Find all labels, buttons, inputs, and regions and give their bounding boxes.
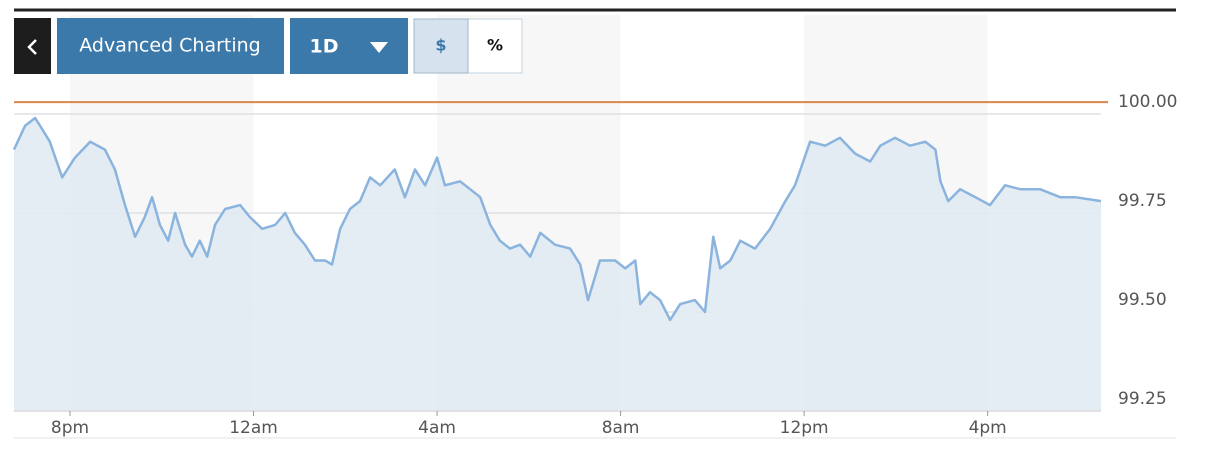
x-tick-label: 8pm — [51, 418, 89, 438]
dollar-label[interactable]: $ — [435, 36, 446, 55]
back-button[interactable] — [14, 18, 51, 74]
range-label[interactable]: 1D — [310, 36, 339, 58]
unit-toggle[interactable]: $ % — [413, 18, 523, 74]
plot-area: 99.25 99.50 99.75 100.00 8pm 12am 4am 8am 12pm 4p… — [12, 15, 1177, 438]
charting-button[interactable]: Advanced Charting — [57, 18, 284, 74]
y-tick-label: 99.75 — [1118, 191, 1167, 211]
dollar-button[interactable] — [413, 18, 469, 74]
back-button-bg[interactable] — [14, 18, 51, 74]
x-tick-label: 12pm — [780, 418, 829, 438]
price-line — [12, 116, 1102, 322]
y-tick-label: 99.25 — [1118, 389, 1167, 409]
x-tick-label: 4pm — [969, 418, 1007, 438]
area — [14, 118, 1101, 411]
back-icon — [27, 39, 37, 55]
y-tick-label: 100.00 — [1118, 92, 1177, 112]
range-dropdown[interactable]: 1D — [290, 18, 408, 74]
x-tick-label: 8am — [602, 418, 640, 438]
x-tick-label: 12am — [229, 418, 278, 438]
range-dropdown-bg[interactable] — [290, 18, 408, 74]
y-tick-label: 99.50 — [1118, 290, 1167, 310]
x-tick-label: 4am — [418, 418, 456, 438]
percent-label[interactable]: % — [487, 36, 503, 55]
dropdown-arrow — [370, 42, 388, 53]
charting-button-label[interactable]: Advanced Charting — [79, 35, 260, 57]
charting-button-bg[interactable] — [57, 18, 284, 74]
